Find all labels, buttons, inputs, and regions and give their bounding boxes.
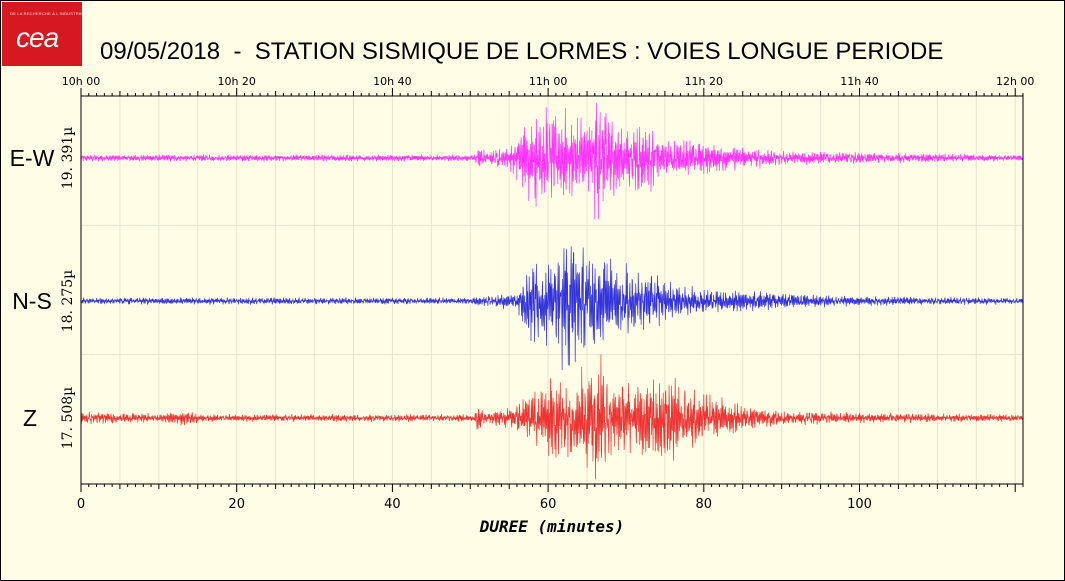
time-tick-label: 10h 00 (62, 75, 100, 88)
x-tick-label: 20 (228, 497, 245, 512)
time-tick-label: 10h 20 (217, 75, 255, 88)
time-tick-label: 11h 20 (685, 75, 723, 88)
time-tick-label: 11h 00 (529, 75, 567, 88)
x-tick-label: 40 (384, 497, 401, 512)
trace-n-s (80, 246, 1024, 371)
x-tick-label: 0 (77, 497, 85, 512)
x-axis-label: DUREE (minutes) (479, 517, 625, 536)
scale-label-z: 17. 508µ (60, 387, 76, 450)
scale-label-n-s: 18. 275µ (60, 270, 76, 333)
traces (80, 102, 1024, 480)
time-tick-label: 10h 40 (373, 75, 411, 88)
trace-e-w (80, 102, 1024, 220)
chart-title: 09/05/2018 - STATION SISMIQUE DE LORMES … (100, 38, 944, 65)
channel-label-n-s: N-S (12, 288, 52, 314)
channel-label-z: Z (23, 405, 37, 431)
x-tick-label: 100 (847, 497, 872, 512)
channel-label-e-w: E-W (10, 145, 55, 171)
time-tick-label: 11h 40 (840, 75, 878, 88)
scale-label-e-w: 19. 391µ (60, 127, 76, 190)
x-tick-label: 60 (540, 497, 557, 512)
x-tick-label: 80 (696, 497, 713, 512)
trace-z (80, 354, 1024, 480)
axes (80, 88, 1024, 492)
time-tick-label: 12h 00 (996, 75, 1034, 88)
cea-logo: DE LA RECHERCHE À L'INDUSTRIE cea (2, 2, 83, 66)
labels: 0 20 40 60 80 100 10h 00 10h 20 10h 40 11h 00 11h … (10, 75, 1035, 536)
